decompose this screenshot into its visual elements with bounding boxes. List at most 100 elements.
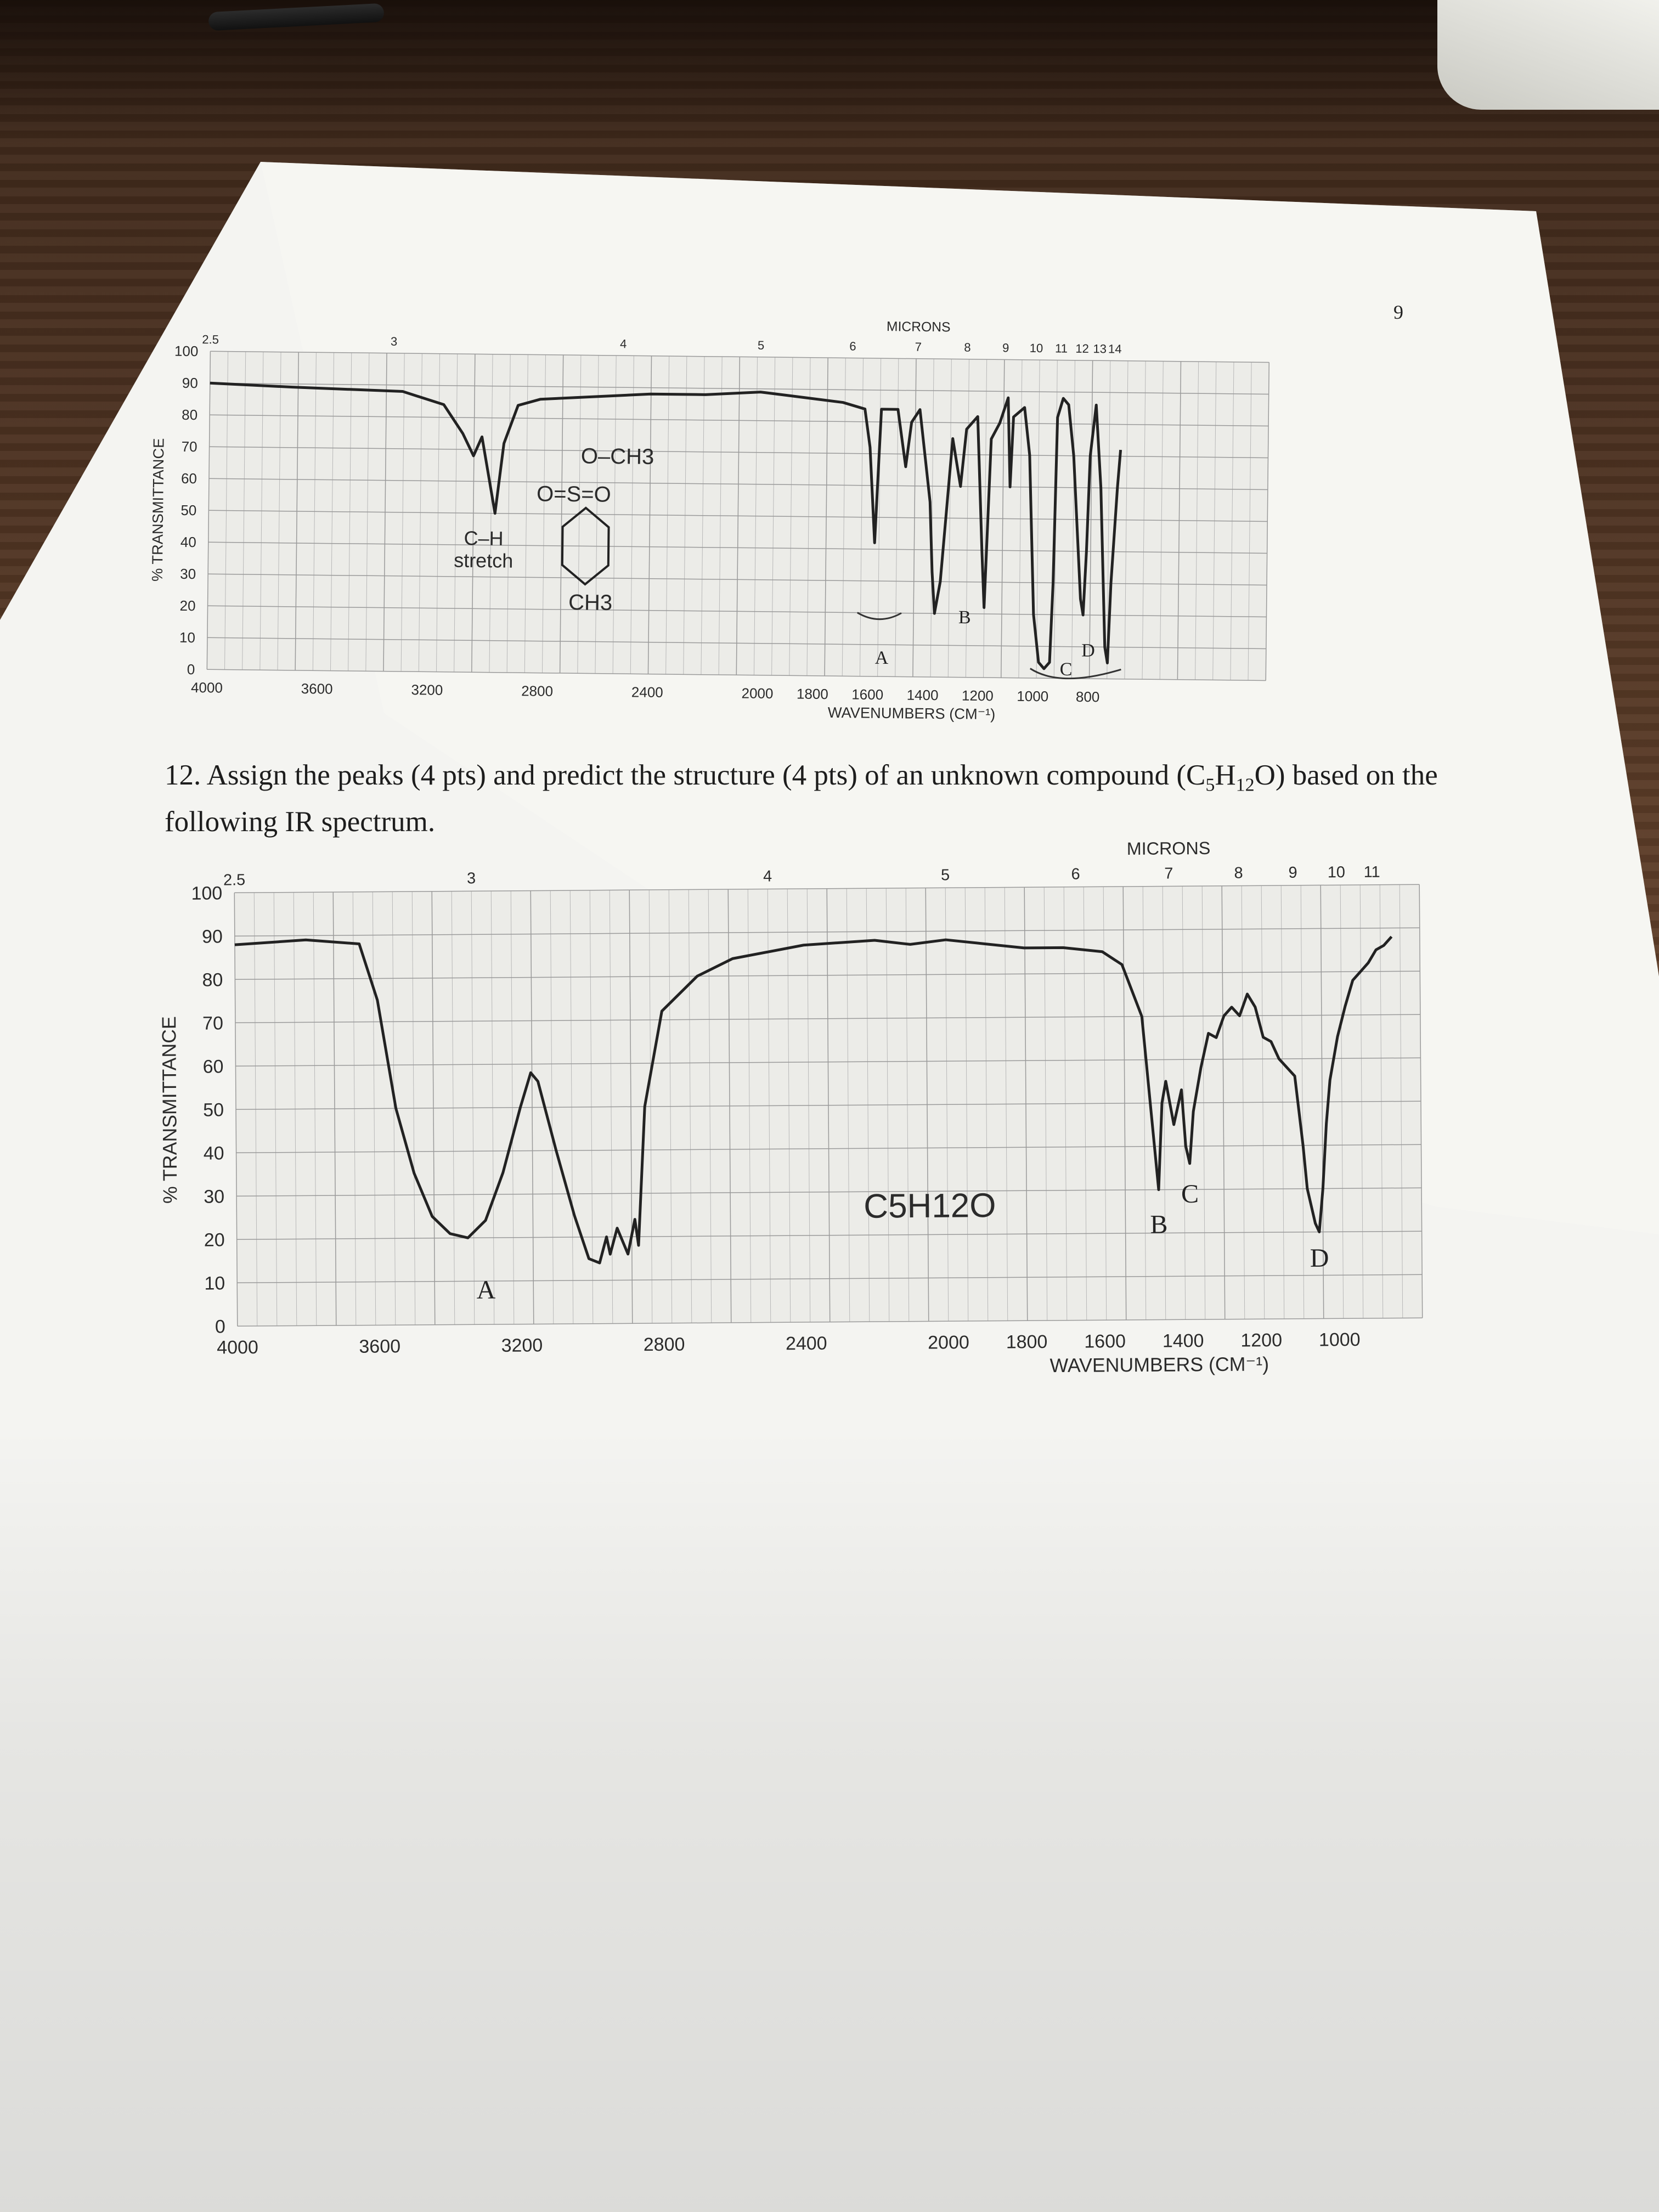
micron-tick-label: 10 [1328,864,1345,881]
ir-spectrum-example-svg: 0 10 20 30 40 50 60 70 80 90 100 4000 3600 3200 2800 24… [149,319,1270,723]
grid-line-horizontal [207,669,1266,681]
grid-line-vertical [234,893,238,1327]
peak-label: B [1150,1210,1167,1239]
top-axis-title: MICRONS [1127,838,1211,859]
subscript-12: 12 [1235,775,1255,795]
top-axis-title: MICRONS [887,319,951,335]
x-tick-label: 1000 [1319,1329,1361,1351]
micron-tick-label: 7 [1164,865,1173,882]
grid-line-horizontal [210,382,1269,395]
micron-tick-label: 3 [467,870,476,887]
micron-tick-label: 12 [1075,342,1089,356]
peak-label: C [1181,1180,1199,1209]
grid-line-horizontal [235,1057,1421,1067]
ch-label-line2: stretch [454,549,513,572]
x-tick-label: 1800 [1006,1331,1048,1353]
question-h: H [1215,759,1236,791]
grid-line-horizontal [236,1101,1421,1110]
micron-tick-label: 3 [391,335,398,348]
peak-label: D [1310,1244,1329,1273]
y-tick-label: 80 [182,407,198,423]
question-text-before: Assign the peaks (4 pts) and predict the… [206,759,1206,791]
y-tick-label: 10 [204,1273,225,1294]
structure-och3: O–CH3 [581,444,654,469]
grid-line-horizontal [236,1231,1422,1240]
y-tick-label: 100 [174,343,199,359]
structure-ch3: CH3 [568,590,612,615]
question-text-after: O) based on the following IR spectrum. [165,759,1438,838]
y-tick-label: 80 [202,969,223,990]
x-tick-label: 1200 [1240,1330,1282,1351]
y-tick-label: 100 [191,883,222,904]
peak-label: D [1081,640,1095,661]
grid-line-horizontal [208,510,1268,522]
grid-line-horizontal [208,478,1268,490]
micron-tick-label: 4 [620,337,627,351]
micron-tick-label: 10 [1030,341,1043,355]
subscript-5: 5 [1205,775,1215,795]
y-tick-label: 40 [180,534,196,550]
y-tick-label: 40 [204,1143,224,1164]
y-tick-label: 90 [182,375,198,391]
bracket-c [1029,668,1121,680]
benzene-ring [561,506,610,586]
x-tick-label: 3200 [411,681,443,698]
peak-label: A [875,648,889,668]
x-tick-label: 2800 [644,1334,685,1356]
grid-line-horizontal [234,884,1420,894]
formula-label: C5H12O [864,1187,996,1226]
x-tick-label: 3200 [501,1335,543,1356]
x-axis-title: WAVENUMBERS (CM⁻¹) [1049,1353,1269,1376]
x-axis-title: WAVENUMBERS (CM⁻¹) [828,704,996,723]
grid-line-horizontal [236,1187,1422,1197]
grid-line-horizontal [236,1144,1421,1154]
y-axis-title: % TRANSMITTANCE [158,1016,181,1204]
ir-spectrum-example: 0 10 20 30 40 50 60 70 80 90 100 4000 3600 3200 2800 24… [146,318,1291,747]
micron-tick-label: 7 [915,340,922,354]
x-tick-label: 3600 [301,680,333,697]
y-tick-label: 70 [182,438,198,455]
micron-tick-label: 13 [1093,342,1107,356]
bracket-a [856,612,902,620]
y-tick-label: 20 [179,597,195,614]
y-tick-label: 60 [181,470,197,487]
x-tick-label: 3600 [359,1336,400,1357]
y-tick-label: 30 [204,1186,224,1207]
y-tick-label: 0 [187,661,195,678]
ir-spectrum-unknown: 0 10 20 30 40 50 60 70 80 90 100 4000 3600 3200 2800 24… [158,835,1456,1376]
structure-sulfonyl: O=S=O [537,482,611,506]
grid-line-horizontal [209,446,1268,459]
grid-line-horizontal [207,605,1267,618]
x-tick-label: 1400 [1163,1330,1204,1352]
spectrum-trace [234,935,1393,1265]
x-tick-label: 1600 [851,686,883,703]
x-tick-label: 4000 [191,679,223,696]
micron-tick-label: 8 [964,341,971,354]
y-tick-label: 90 [202,926,223,947]
x-tick-label: 1000 [1017,688,1048,705]
micron-tick-label: 9 [1002,341,1009,354]
y-axis-title: % TRANSMITTANCE [149,438,167,582]
x-tick-label: 1200 [962,687,994,704]
micron-tick-label: 5 [941,866,950,884]
y-tick-label: 70 [202,1013,223,1034]
y-tick-label: 50 [180,502,196,518]
micron-tick-label: 2.5 [202,332,219,346]
y-tick-label: 0 [215,1316,225,1337]
spectrum-trace [210,381,1122,670]
micron-tick-label: 6 [1071,866,1080,883]
x-tick-label: 2000 [928,1332,969,1353]
micron-tick-label: 5 [758,338,765,352]
y-tick-label: 10 [179,629,195,646]
micron-tick-label: 4 [763,867,772,885]
page-number: 9 [1393,301,1403,323]
question-number: 12. [165,759,201,791]
x-tick-label: 800 [1076,689,1100,705]
micron-tick-label: 14 [1108,342,1122,356]
y-tick-label: 60 [203,1056,224,1077]
x-tick-label: 2400 [631,684,663,701]
peak-label: A [476,1276,495,1305]
x-tick-label: 2400 [786,1333,827,1355]
micron-tick-label: 9 [1289,864,1297,882]
